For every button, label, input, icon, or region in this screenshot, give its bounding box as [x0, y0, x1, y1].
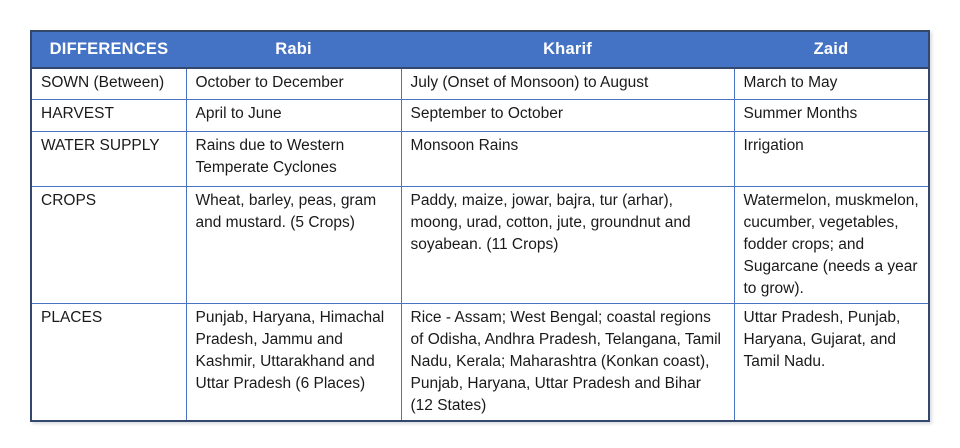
zaid-cell: Uttar Pradesh, Punjab, Haryana, Gujarat,… [733, 302, 930, 421]
table-row-water-supply: WATER SUPPLY Rains due to Western Temper… [30, 130, 930, 187]
rabi-cell: Wheat, barley, peas, gram and mustard. (… [185, 185, 402, 304]
row-label-cell: PLACES [30, 302, 187, 421]
table-row-harvest: HARVEST April to June September to Octob… [30, 98, 930, 132]
zaid-cell: Irrigation [733, 130, 930, 187]
header-row: DIFFERENCES Rabi Kharif Zaid [31, 31, 929, 69]
table-row-crops: CROPS Wheat, barley, peas, gram and must… [30, 185, 930, 304]
row-label-cell: WATER SUPPLY [30, 130, 187, 187]
kharif-cell: Rice - Assam; West Bengal; coastal regio… [400, 302, 735, 421]
zaid-cell: Watermelon, muskmelon, cucumber, vegetab… [733, 185, 930, 304]
kharif-cell: September to October [400, 98, 735, 132]
zaid-cell: March to May [733, 67, 930, 100]
table-row-sown: SOWN (Between) October to December July … [30, 67, 930, 100]
rabi-cell: October to December [185, 67, 402, 100]
kharif-cell: July (Onset of Monsoon) to August [400, 67, 735, 100]
rabi-cell: April to June [185, 98, 402, 132]
header-cell-differences: DIFFERENCES [31, 31, 186, 69]
table-row-places: PLACES Punjab, Haryana, Himachal Pradesh… [30, 302, 930, 421]
zaid-cell: Summer Months [733, 98, 930, 132]
row-label-cell: SOWN (Between) [30, 67, 187, 100]
rabi-cell: Rains due to Western Temperate Cyclones [185, 130, 402, 187]
row-label-cell: CROPS [30, 185, 187, 304]
rabi-cell: Punjab, Haryana, Himachal Pradesh, Jammu… [185, 302, 402, 421]
header-cell-zaid: Zaid [734, 31, 929, 69]
header-cell-rabi: Rabi [186, 31, 401, 69]
header-cell-kharif: Kharif [401, 31, 734, 69]
table-container: DIFFERENCES Rabi Kharif Zaid SOWN (Betwe… [30, 30, 930, 422]
kharif-cell: Monsoon Rains [400, 130, 735, 187]
crop-seasons-comparison-table: DIFFERENCES Rabi Kharif Zaid SOWN (Betwe… [30, 30, 930, 422]
row-label-cell: HARVEST [30, 98, 187, 132]
kharif-cell: Paddy, maize, jowar, bajra, tur (arhar),… [400, 185, 735, 304]
